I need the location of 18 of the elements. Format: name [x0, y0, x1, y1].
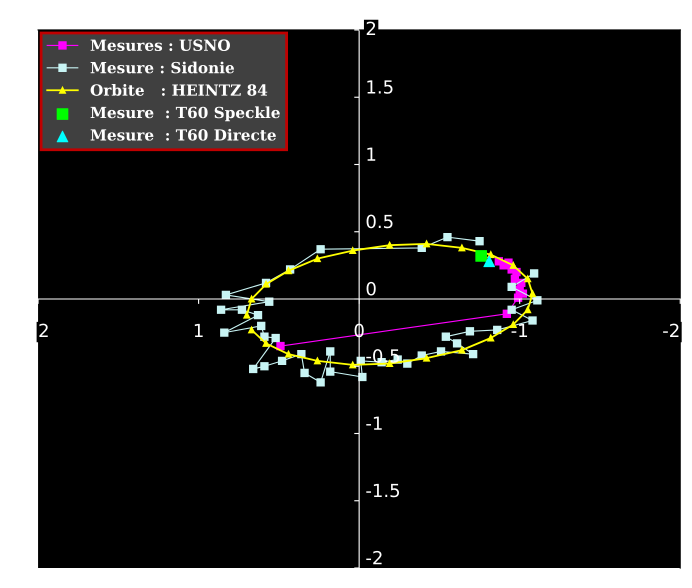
y-tick-label: 1	[367, 148, 376, 161]
x-tick-label: 2	[39, 324, 48, 338]
y-tick-label: 0	[366, 282, 376, 296]
y-tick-label: 1.5	[367, 80, 393, 94]
y-tick-label: -1.5	[366, 484, 400, 498]
legend-label: Mesure : Sidonie	[90, 62, 234, 74]
y-tick-label: 2	[366, 22, 376, 35]
y-tick-label: 0.5	[366, 214, 393, 228]
legend-label: Mesure : T60 Speckle	[90, 106, 280, 122]
y-tick-label: -2	[366, 550, 382, 564]
legend-label: Orbite : HEINTZ 84	[90, 84, 268, 96]
y-tick-label: -0.5	[366, 349, 400, 363]
x-tick-label: -2	[663, 324, 678, 338]
legend-label: Mesures : USNO	[90, 39, 230, 51]
legend-label: Mesure : T60 Directe	[90, 128, 276, 141]
x-tick-label: -1	[512, 324, 528, 338]
y-tick-label: -1	[366, 416, 382, 430]
x-tick-label: 1	[194, 324, 203, 338]
